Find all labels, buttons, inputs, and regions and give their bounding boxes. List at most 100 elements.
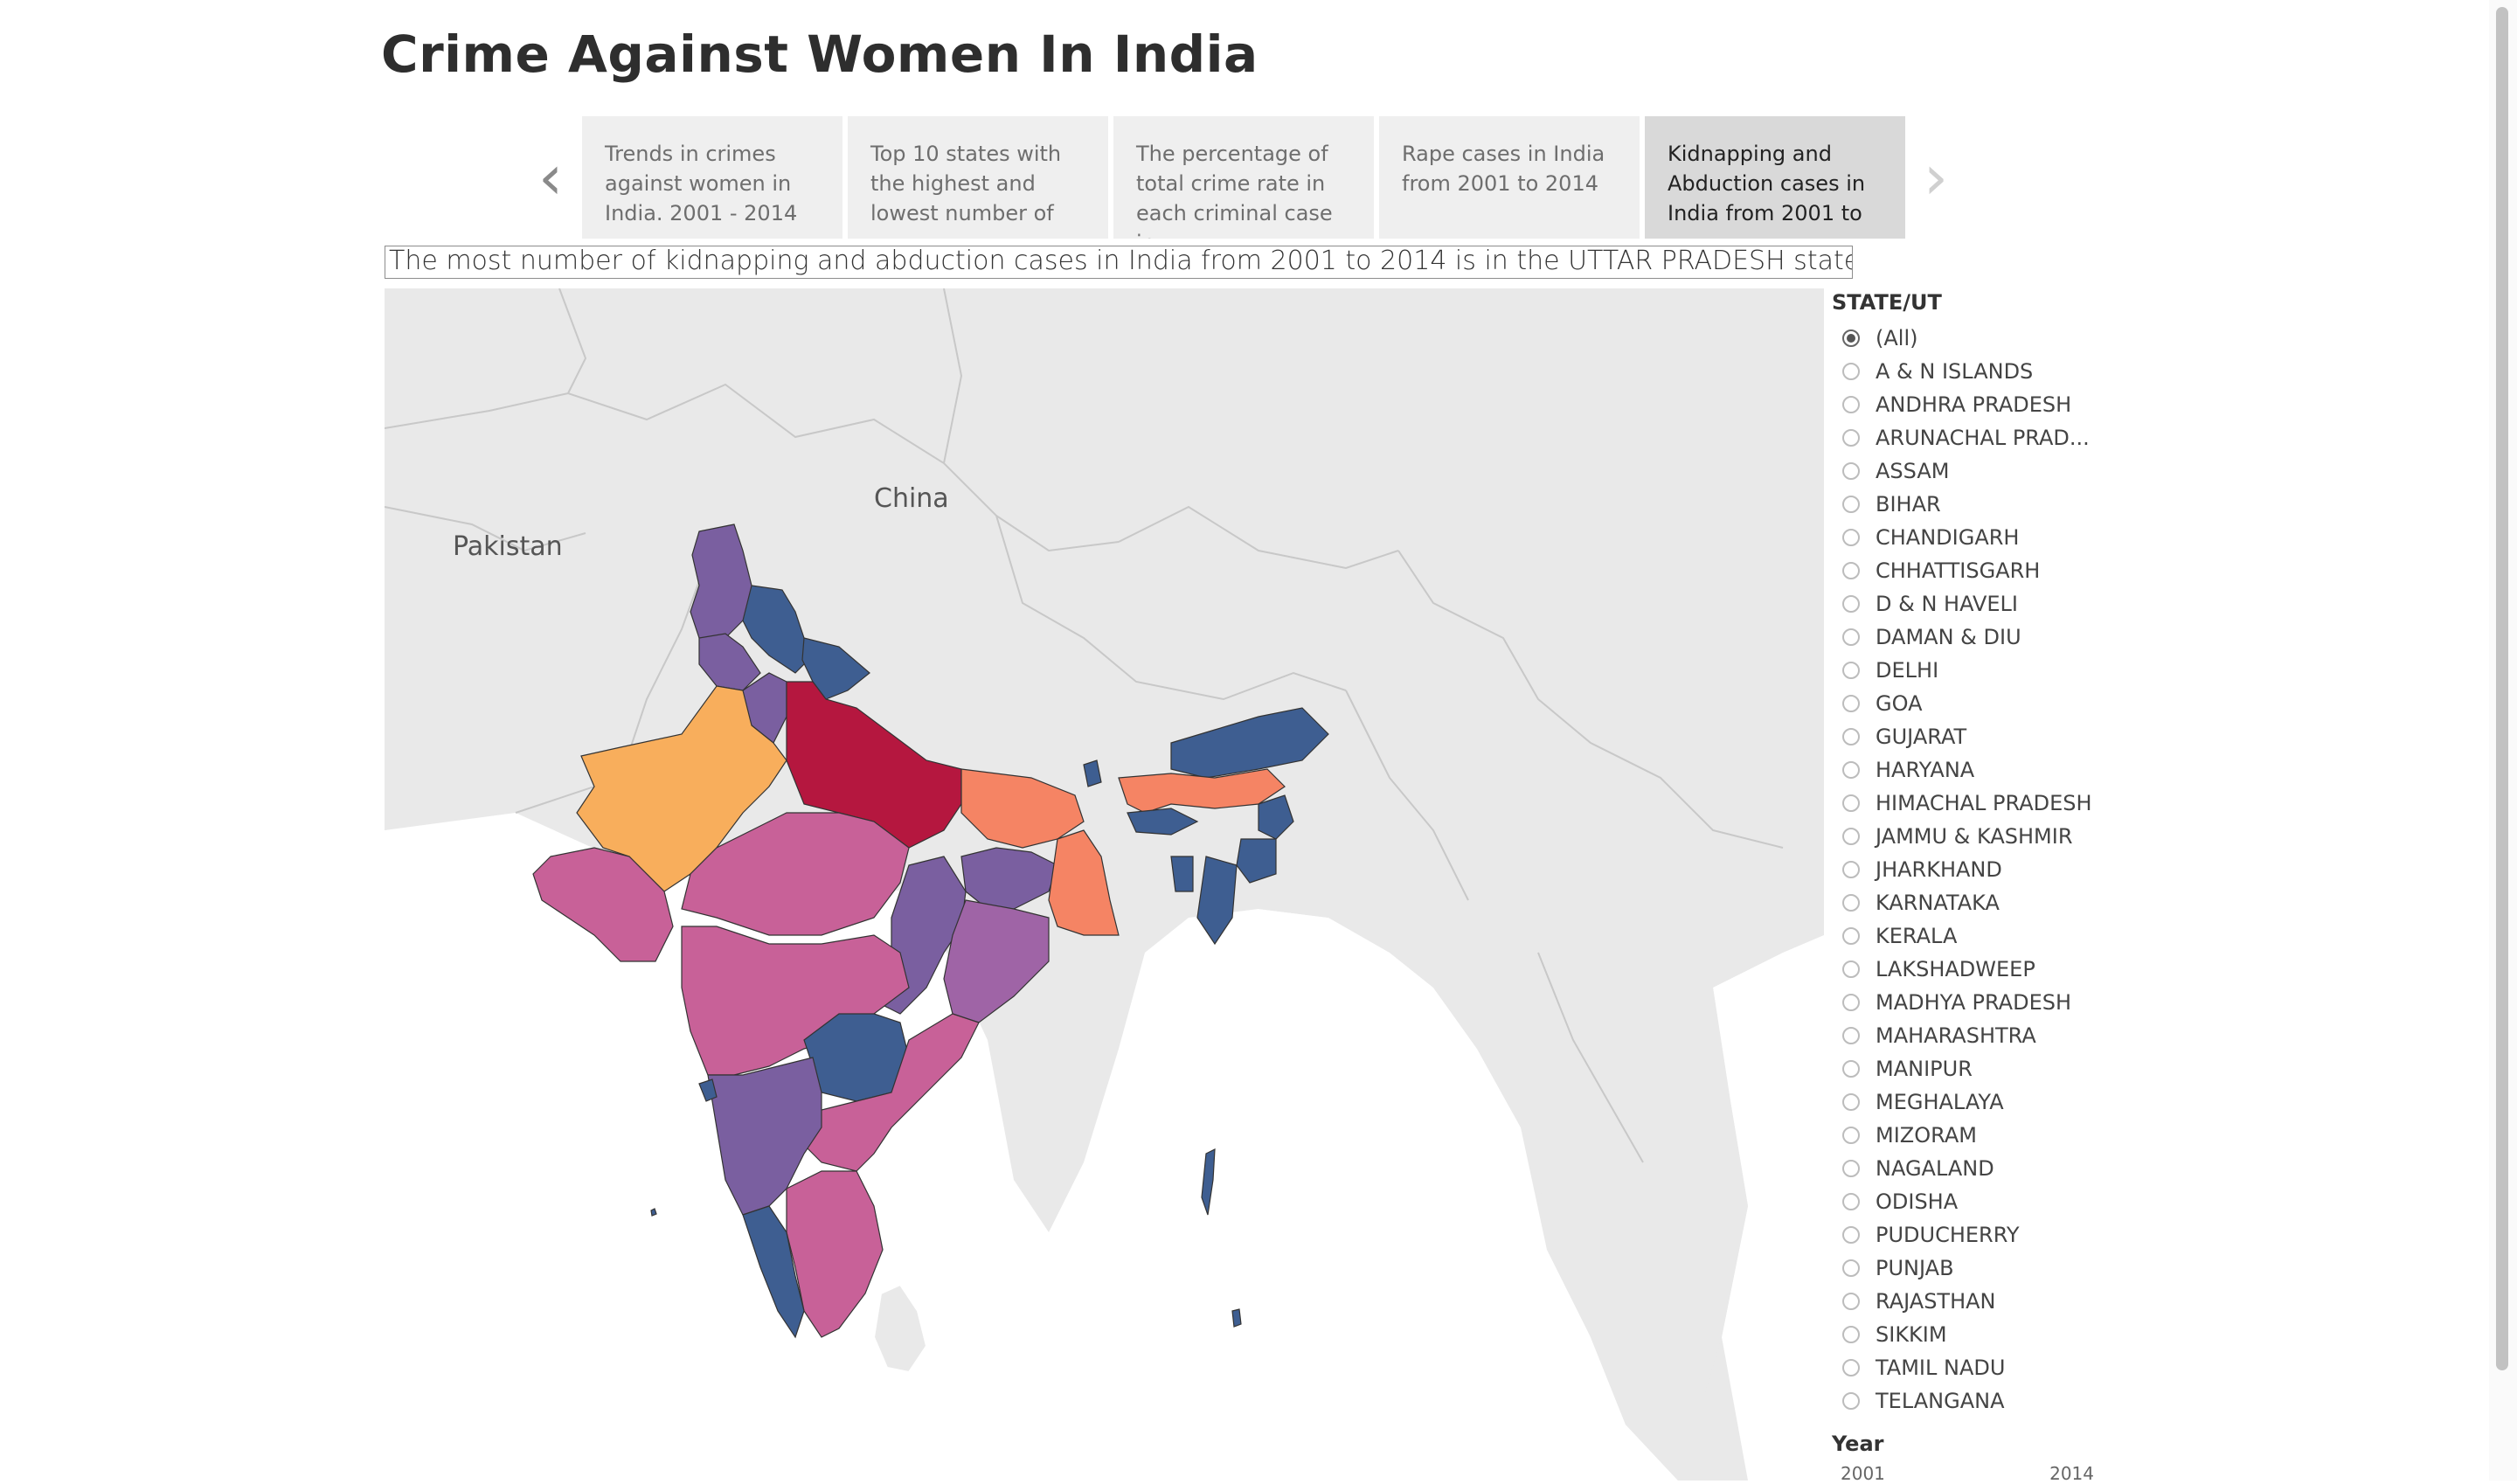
state-option[interactable]: ANDHRA PRADESH	[1832, 388, 2120, 421]
state-option[interactable]: CHANDIGARH	[1832, 521, 2120, 554]
radio-icon[interactable]	[1842, 894, 1860, 912]
state-option[interactable]: TAMIL NADU	[1832, 1351, 2120, 1384]
radio-icon[interactable]	[1842, 396, 1860, 413]
state-option[interactable]: ASSAM	[1832, 454, 2120, 488]
state-nicobar-islands[interactable]	[1231, 1308, 1242, 1328]
state-punjab[interactable]	[698, 633, 761, 691]
story-prev-arrow-icon[interactable]: ‹	[538, 142, 563, 213]
radio-icon[interactable]	[1842, 363, 1860, 380]
state-bihar[interactable]	[960, 768, 1085, 849]
radio-icon[interactable]	[1842, 529, 1860, 546]
story-next-arrow-icon[interactable]: ›	[1924, 142, 1948, 213]
state-option[interactable]: NAGALAND	[1832, 1152, 2120, 1185]
story-point-2[interactable]: Top 10 states with the highest and lowes…	[848, 116, 1108, 239]
year-filter[interactable]: Year 2001 2014	[1832, 1432, 2120, 1484]
radio-icon[interactable]	[1842, 1127, 1860, 1144]
state-option[interactable]: JAMMU & KASHMIR	[1832, 820, 2120, 853]
radio-icon[interactable]	[1842, 1093, 1860, 1111]
state-uttarakhand[interactable]	[801, 637, 870, 700]
state-option[interactable]: RAJASTHAN	[1832, 1285, 2120, 1318]
radio-icon[interactable]	[1842, 861, 1860, 878]
radio-icon[interactable]	[1842, 628, 1860, 646]
radio-icon[interactable]	[1842, 1359, 1860, 1377]
state-option[interactable]: MAHARASHTRA	[1832, 1019, 2120, 1052]
state-karnataka[interactable]	[707, 1057, 822, 1216]
radio-icon[interactable]	[1842, 1160, 1860, 1177]
state-arunachal-pradesh[interactable]	[1170, 707, 1329, 779]
state-option[interactable]: DELHI	[1832, 654, 2120, 687]
state-option[interactable]: MANIPUR	[1832, 1052, 2120, 1085]
state-option[interactable]: ODISHA	[1832, 1185, 2120, 1218]
radio-icon[interactable]	[1842, 429, 1860, 447]
state-sikkim[interactable]	[1083, 759, 1102, 787]
story-point-5-active[interactable]: Kidnapping and Abduction cases in India …	[1645, 116, 1905, 239]
state-option[interactable]: HIMACHAL PRADESH	[1832, 787, 2120, 820]
state-jammu-kashmir[interactable]	[690, 524, 771, 648]
radio-icon[interactable]	[1842, 1226, 1860, 1244]
radio-checked-icon[interactable]	[1842, 329, 1860, 347]
state-option[interactable]: DAMAN & DIU	[1832, 621, 2120, 654]
state-option[interactable]: BIHAR	[1832, 488, 2120, 521]
story-point-1[interactable]: Trends in crimes against women in India.…	[582, 116, 842, 239]
state-option[interactable]: CHHATTISGARH	[1832, 554, 2120, 587]
state-option-all[interactable]: (All)	[1832, 322, 2120, 355]
radio-icon[interactable]	[1842, 1259, 1860, 1277]
state-option[interactable]: KERALA	[1832, 919, 2120, 953]
state-filter-list[interactable]: (All) A & N ISLANDS ANDHRA PRADESH ARUNA…	[1832, 322, 2120, 1449]
radio-icon[interactable]	[1842, 1392, 1860, 1410]
state-option[interactable]: PUNJAB	[1832, 1252, 2120, 1285]
state-andaman-nicobar-islands[interactable]	[1201, 1148, 1216, 1216]
state-option[interactable]: GUJARAT	[1832, 720, 2120, 753]
state-option[interactable]: MEGHALAYA	[1832, 1085, 2120, 1119]
story-point-3[interactable]: The percentage of total crime rate in ea…	[1113, 116, 1374, 239]
radio-icon[interactable]	[1842, 761, 1860, 779]
state-tamil-nadu[interactable]	[786, 1170, 884, 1338]
radio-icon[interactable]	[1842, 496, 1860, 513]
state-andhra-pradesh[interactable]	[803, 1013, 980, 1172]
state-manipur[interactable]	[1236, 838, 1277, 884]
state-jharkhand[interactable]	[960, 847, 1058, 910]
state-option[interactable]: TELANGANA	[1832, 1384, 2120, 1418]
radio-icon[interactable]	[1842, 728, 1860, 745]
state-option[interactable]: LAKSHADWEEP	[1832, 953, 2120, 986]
state-option[interactable]: SIKKIM	[1832, 1318, 2120, 1351]
radio-icon[interactable]	[1842, 960, 1860, 978]
state-madhya-pradesh[interactable]	[681, 812, 910, 936]
state-kerala[interactable]	[742, 1205, 805, 1339]
state-mizoram[interactable]	[1196, 856, 1238, 946]
radio-icon[interactable]	[1842, 828, 1860, 845]
state-option[interactable]: HARYANA	[1832, 753, 2120, 787]
radio-icon[interactable]	[1842, 595, 1860, 613]
page-scrollbar-thumb[interactable]	[2496, 7, 2508, 1370]
radio-icon[interactable]	[1842, 1293, 1860, 1310]
radio-icon[interactable]	[1842, 1060, 1860, 1078]
state-tripura[interactable]	[1170, 856, 1194, 892]
state-option[interactable]: PUDUCHERRY	[1832, 1218, 2120, 1252]
state-option[interactable]: KARNATAKA	[1832, 886, 2120, 919]
state-option[interactable]: D & N HAVELI	[1832, 587, 2120, 621]
radio-icon[interactable]	[1842, 794, 1860, 812]
state-option[interactable]: MIZORAM	[1832, 1119, 2120, 1152]
state-nagaland[interactable]	[1258, 794, 1294, 840]
radio-icon[interactable]	[1842, 994, 1860, 1011]
india-choropleth-map[interactable]: Pakistan China	[385, 288, 1824, 1481]
state-rajasthan[interactable]	[576, 685, 787, 892]
state-meghalaya[interactable]	[1127, 808, 1199, 836]
state-gujarat[interactable]	[532, 847, 674, 962]
state-odisha[interactable]	[943, 899, 1050, 1023]
state-goa[interactable]	[698, 1078, 718, 1102]
state-option[interactable]: A & N ISLANDS	[1832, 355, 2120, 388]
radio-icon[interactable]	[1842, 1027, 1860, 1044]
story-point-4[interactable]: Rape cases in India from 2001 to 2014	[1379, 116, 1640, 239]
state-lakshadweep[interactable]	[650, 1208, 657, 1217]
radio-icon[interactable]	[1842, 695, 1860, 712]
radio-icon[interactable]	[1842, 662, 1860, 679]
radio-icon[interactable]	[1842, 462, 1860, 480]
state-option[interactable]: MADHYA PRADESH	[1832, 986, 2120, 1019]
state-option[interactable]: ARUNACHAL PRAD...	[1832, 421, 2120, 454]
radio-icon[interactable]	[1842, 562, 1860, 579]
radio-icon[interactable]	[1842, 1326, 1860, 1343]
radio-icon[interactable]	[1842, 1193, 1860, 1210]
state-option[interactable]: GOA	[1832, 687, 2120, 720]
radio-icon[interactable]	[1842, 927, 1860, 945]
